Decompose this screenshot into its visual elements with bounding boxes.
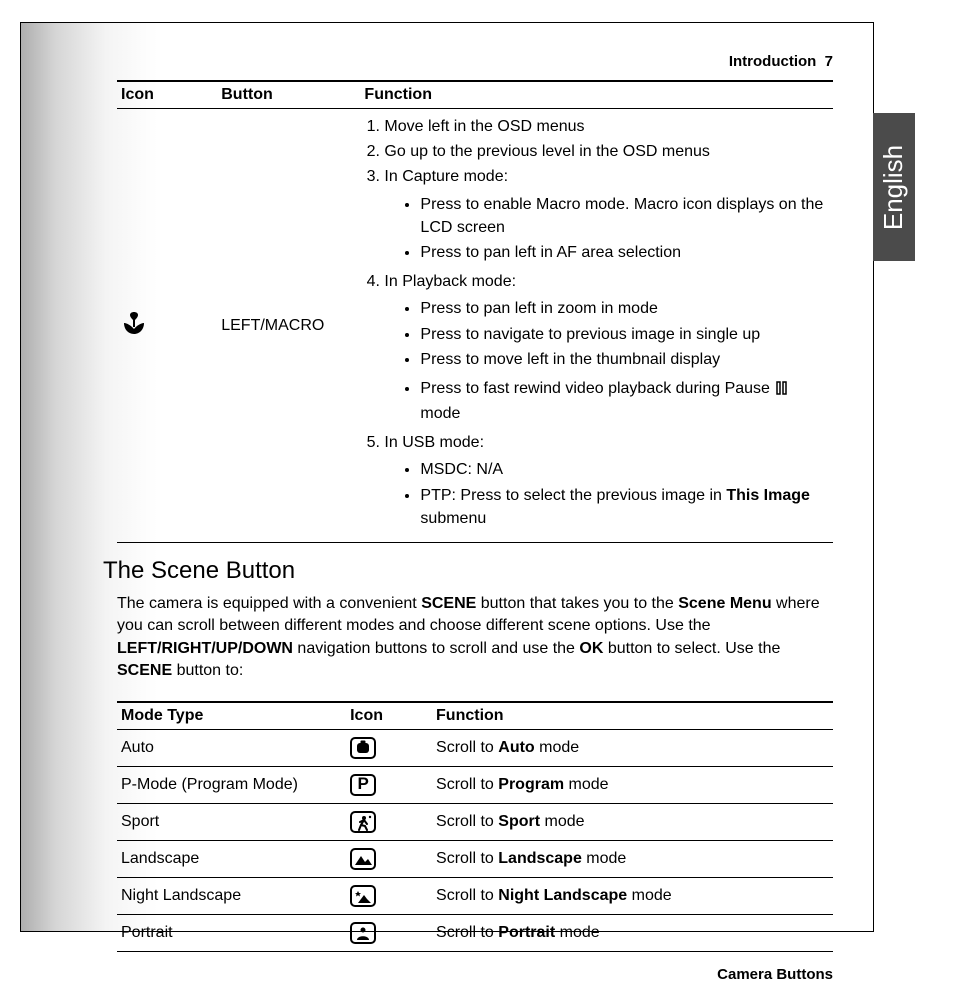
sport-mode-icon: [350, 811, 376, 833]
func-item: In USB mode: MSDC: N/A PTP: Press to sel…: [384, 431, 829, 530]
mode-func-cell: Scroll to Landscape mode: [432, 840, 833, 877]
mode-type-cell: Auto: [117, 729, 346, 766]
col-header-icon: Icon: [346, 702, 432, 730]
mode-func-cell: Scroll to Program mode: [432, 766, 833, 803]
mode-icon-cell: P: [346, 766, 432, 803]
func-subitem: Press to move left in the thumbnail disp…: [420, 348, 829, 371]
func-subitem: PTP: Press to select the previous image …: [420, 484, 829, 530]
func-subitem: Press to fast rewind video playback duri…: [420, 377, 829, 425]
mode-type-cell: Landscape: [117, 840, 346, 877]
mode-func-cell: Scroll to Night Landscape mode: [432, 877, 833, 914]
col-header-icon: Icon: [117, 81, 217, 109]
table-row: P-Mode (Program Mode)P Scroll to Program …: [117, 766, 833, 803]
func-item: Go up to the previous level in the OSD m…: [384, 140, 829, 163]
mode-icon-cell: [346, 840, 432, 877]
mode-table: Mode Type Icon Function Auto Scroll to Au…: [117, 701, 833, 952]
mode-icon-cell: [346, 914, 432, 951]
auto-mode-icon: [350, 737, 376, 759]
language-tab: English: [873, 113, 915, 261]
landscape-mode-icon: [350, 848, 376, 870]
program-mode-icon: P: [350, 774, 376, 796]
col-header-function: Function: [432, 702, 833, 730]
function-cell: Move left in the OSD menus Go up to the …: [360, 109, 833, 543]
table-row: Landscape Scroll to Landscape mode: [117, 840, 833, 877]
mode-func-cell: Scroll to Auto mode: [432, 729, 833, 766]
col-header-button: Button: [217, 81, 360, 109]
table-row: Portrait Scroll to Portrait mode: [117, 914, 833, 951]
table-row: Night Landscape Scroll to Night Landscape…: [117, 877, 833, 914]
icon-cell: [117, 109, 217, 543]
mode-func-cell: Scroll to Sport mode: [432, 803, 833, 840]
func-item: Move left in the OSD menus: [384, 115, 829, 138]
pause-icon: [776, 379, 788, 402]
header-page: 7: [825, 53, 833, 70]
func-subitem: Press to pan left in AF area selection: [420, 241, 829, 264]
mode-icon-cell: [346, 803, 432, 840]
mode-type-cell: Sport: [117, 803, 346, 840]
table-row: Sport Scroll to Sport mode: [117, 803, 833, 840]
func-item: In Capture mode: Press to enable Macro m…: [384, 165, 829, 264]
portrait-mode-icon: [350, 922, 376, 944]
mode-type-cell: Night Landscape: [117, 877, 346, 914]
mode-func-cell: Scroll to Portrait mode: [432, 914, 833, 951]
button-label-cell: LEFT/MACRO: [217, 109, 360, 543]
scene-heading: The Scene Button: [103, 557, 833, 585]
night-landscape-mode-icon: [350, 885, 376, 907]
macro-icon: [121, 311, 147, 340]
mode-icon-cell: [346, 877, 432, 914]
header-section: Introduction: [729, 53, 816, 70]
language-label: English: [879, 144, 910, 229]
page-header: Introduction 7: [117, 53, 833, 70]
page-footer: Camera Buttons: [117, 966, 833, 983]
func-item: In Playback mode: Press to pan left in z…: [384, 270, 829, 425]
button-function-table: Icon Button Function LEFT/MACRO: [117, 80, 833, 543]
func-subitem: Press to navigate to previous image in s…: [420, 323, 829, 346]
mode-icon-cell: [346, 729, 432, 766]
func-subitem: Press to enable Macro mode. Macro icon d…: [420, 193, 829, 239]
col-header-mode: Mode Type: [117, 702, 346, 730]
page-frame: Introduction 7 English Icon Button Funct…: [20, 22, 874, 932]
mode-type-cell: P-Mode (Program Mode): [117, 766, 346, 803]
func-subitem: Press to pan left in zoom in mode: [420, 297, 829, 320]
scene-paragraph: The camera is equipped with a convenient…: [117, 593, 833, 683]
col-header-function: Function: [360, 81, 833, 109]
func-subitem: MSDC: N/A: [420, 458, 829, 481]
mode-type-cell: Portrait: [117, 914, 346, 951]
table-row: Auto Scroll to Auto mode: [117, 729, 833, 766]
table-row: LEFT/MACRO Move left in the OSD menus Go…: [117, 109, 833, 543]
